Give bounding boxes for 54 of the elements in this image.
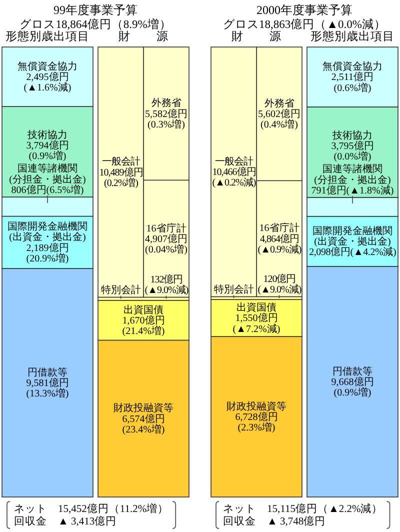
x-tick-label: 財 源 — [118, 31, 176, 43]
series-name: 16省庁計 — [259, 223, 300, 234]
annotation: 回収金 ▲ 3,748億円 — [223, 516, 326, 528]
series-name: 技術協力 — [28, 130, 68, 141]
data-label: 1,670億円 (21.4%増) — [122, 315, 165, 338]
annotation: ネット 15,115億円（▲2.2%減） — [223, 504, 383, 515]
data-label: 1,550億円 (▲7.2%減) — [232, 313, 280, 335]
data-label: 791億円(▲1.8%減) — [311, 185, 394, 196]
series-name: 国際開発金融機関 (出資金・拠出金) — [8, 222, 88, 244]
data-label: 120億円(▲9.0%減) — [258, 274, 302, 296]
series-name: 16省庁計 — [146, 223, 186, 234]
annotation: ネット 15,452億円（11.2%増） — [14, 504, 169, 515]
data-label: 132億円(▲9.0%減) — [144, 274, 188, 296]
series-name: 外務省 — [264, 98, 294, 110]
data-label: 3,795億円 (0.0%増) — [331, 140, 374, 163]
series-name: 無償資金協力 — [322, 62, 382, 73]
data-label: 6,728億円 (2.3%増) — [235, 412, 278, 434]
annotation: 回収金 ▲ 3,413億円 — [14, 516, 117, 528]
title: 2000年度事業予算 — [256, 3, 352, 17]
data-label: 5,602億円 (0.4%増) — [258, 109, 300, 131]
series-name: 特別会計 — [214, 284, 254, 296]
data-label: 3,794億円 (0.9%増) — [26, 140, 69, 162]
data-label: 9,581億円 (13.3%増) — [26, 378, 69, 400]
series-name: 技術協力 — [332, 130, 372, 142]
series-name: 無償資金協力 — [18, 61, 78, 72]
x-tick-label: 財 源 — [231, 31, 289, 43]
data-label: 806億円(6.5%増) — [11, 184, 84, 196]
series-name: 財政投融資等 — [114, 403, 174, 414]
data-label: 2,189億円 (20.9%増) — [26, 242, 69, 264]
series-name: 国連等諸機関 (分担金・拠出金) — [9, 164, 86, 186]
annotation: 一般会計 10,489億円 (0.2%増) — [99, 156, 143, 189]
series-name: 財政投融資等 — [226, 401, 286, 412]
series-name: 出資国債 — [124, 304, 164, 316]
series-name: 出資国債 — [236, 302, 276, 314]
data-label: 2,495億円 (▲1.6%減) — [24, 72, 72, 94]
data-label: 4,864億円 (▲0.9%減) — [258, 234, 302, 256]
data-label: 2,098億円(▲4.2%減) — [309, 247, 396, 258]
annotation: 一般会計 10,466億円 (▲0.2%減) — [212, 156, 256, 189]
data-label: 4,907億円 (0.04%増) — [145, 234, 188, 256]
data-label: 5,582億円 (0.3%増) — [145, 108, 188, 130]
x-tick-label: 形態別歳出項目 — [310, 31, 394, 43]
subtitle: グロス18,864億円（8.9%増） — [20, 19, 172, 31]
title: 99年度事業予算 — [54, 3, 138, 17]
x-tick-label: 形態別歳出項目 — [6, 31, 90, 43]
series-name: 国連等諸機関 (分担金・拠出金) — [314, 164, 391, 186]
data-label: 9,668億円 (0.9%増) — [331, 376, 374, 398]
data-label: 2,511億円 (0.6%増) — [331, 72, 374, 94]
data-label: 6,574億円 (23.4%増) — [122, 414, 165, 436]
series-name: 特別会計 — [100, 285, 141, 296]
series-name: 外務省 — [151, 98, 182, 110]
subtitle: グロス18,863億円（▲0.0%減） — [223, 19, 386, 31]
series-name: 国際開発金融機関 (出資金・拠出金) — [312, 226, 392, 248]
series-name: 円借款等 — [332, 366, 372, 378]
series-name: 円借款等 — [28, 367, 68, 378]
